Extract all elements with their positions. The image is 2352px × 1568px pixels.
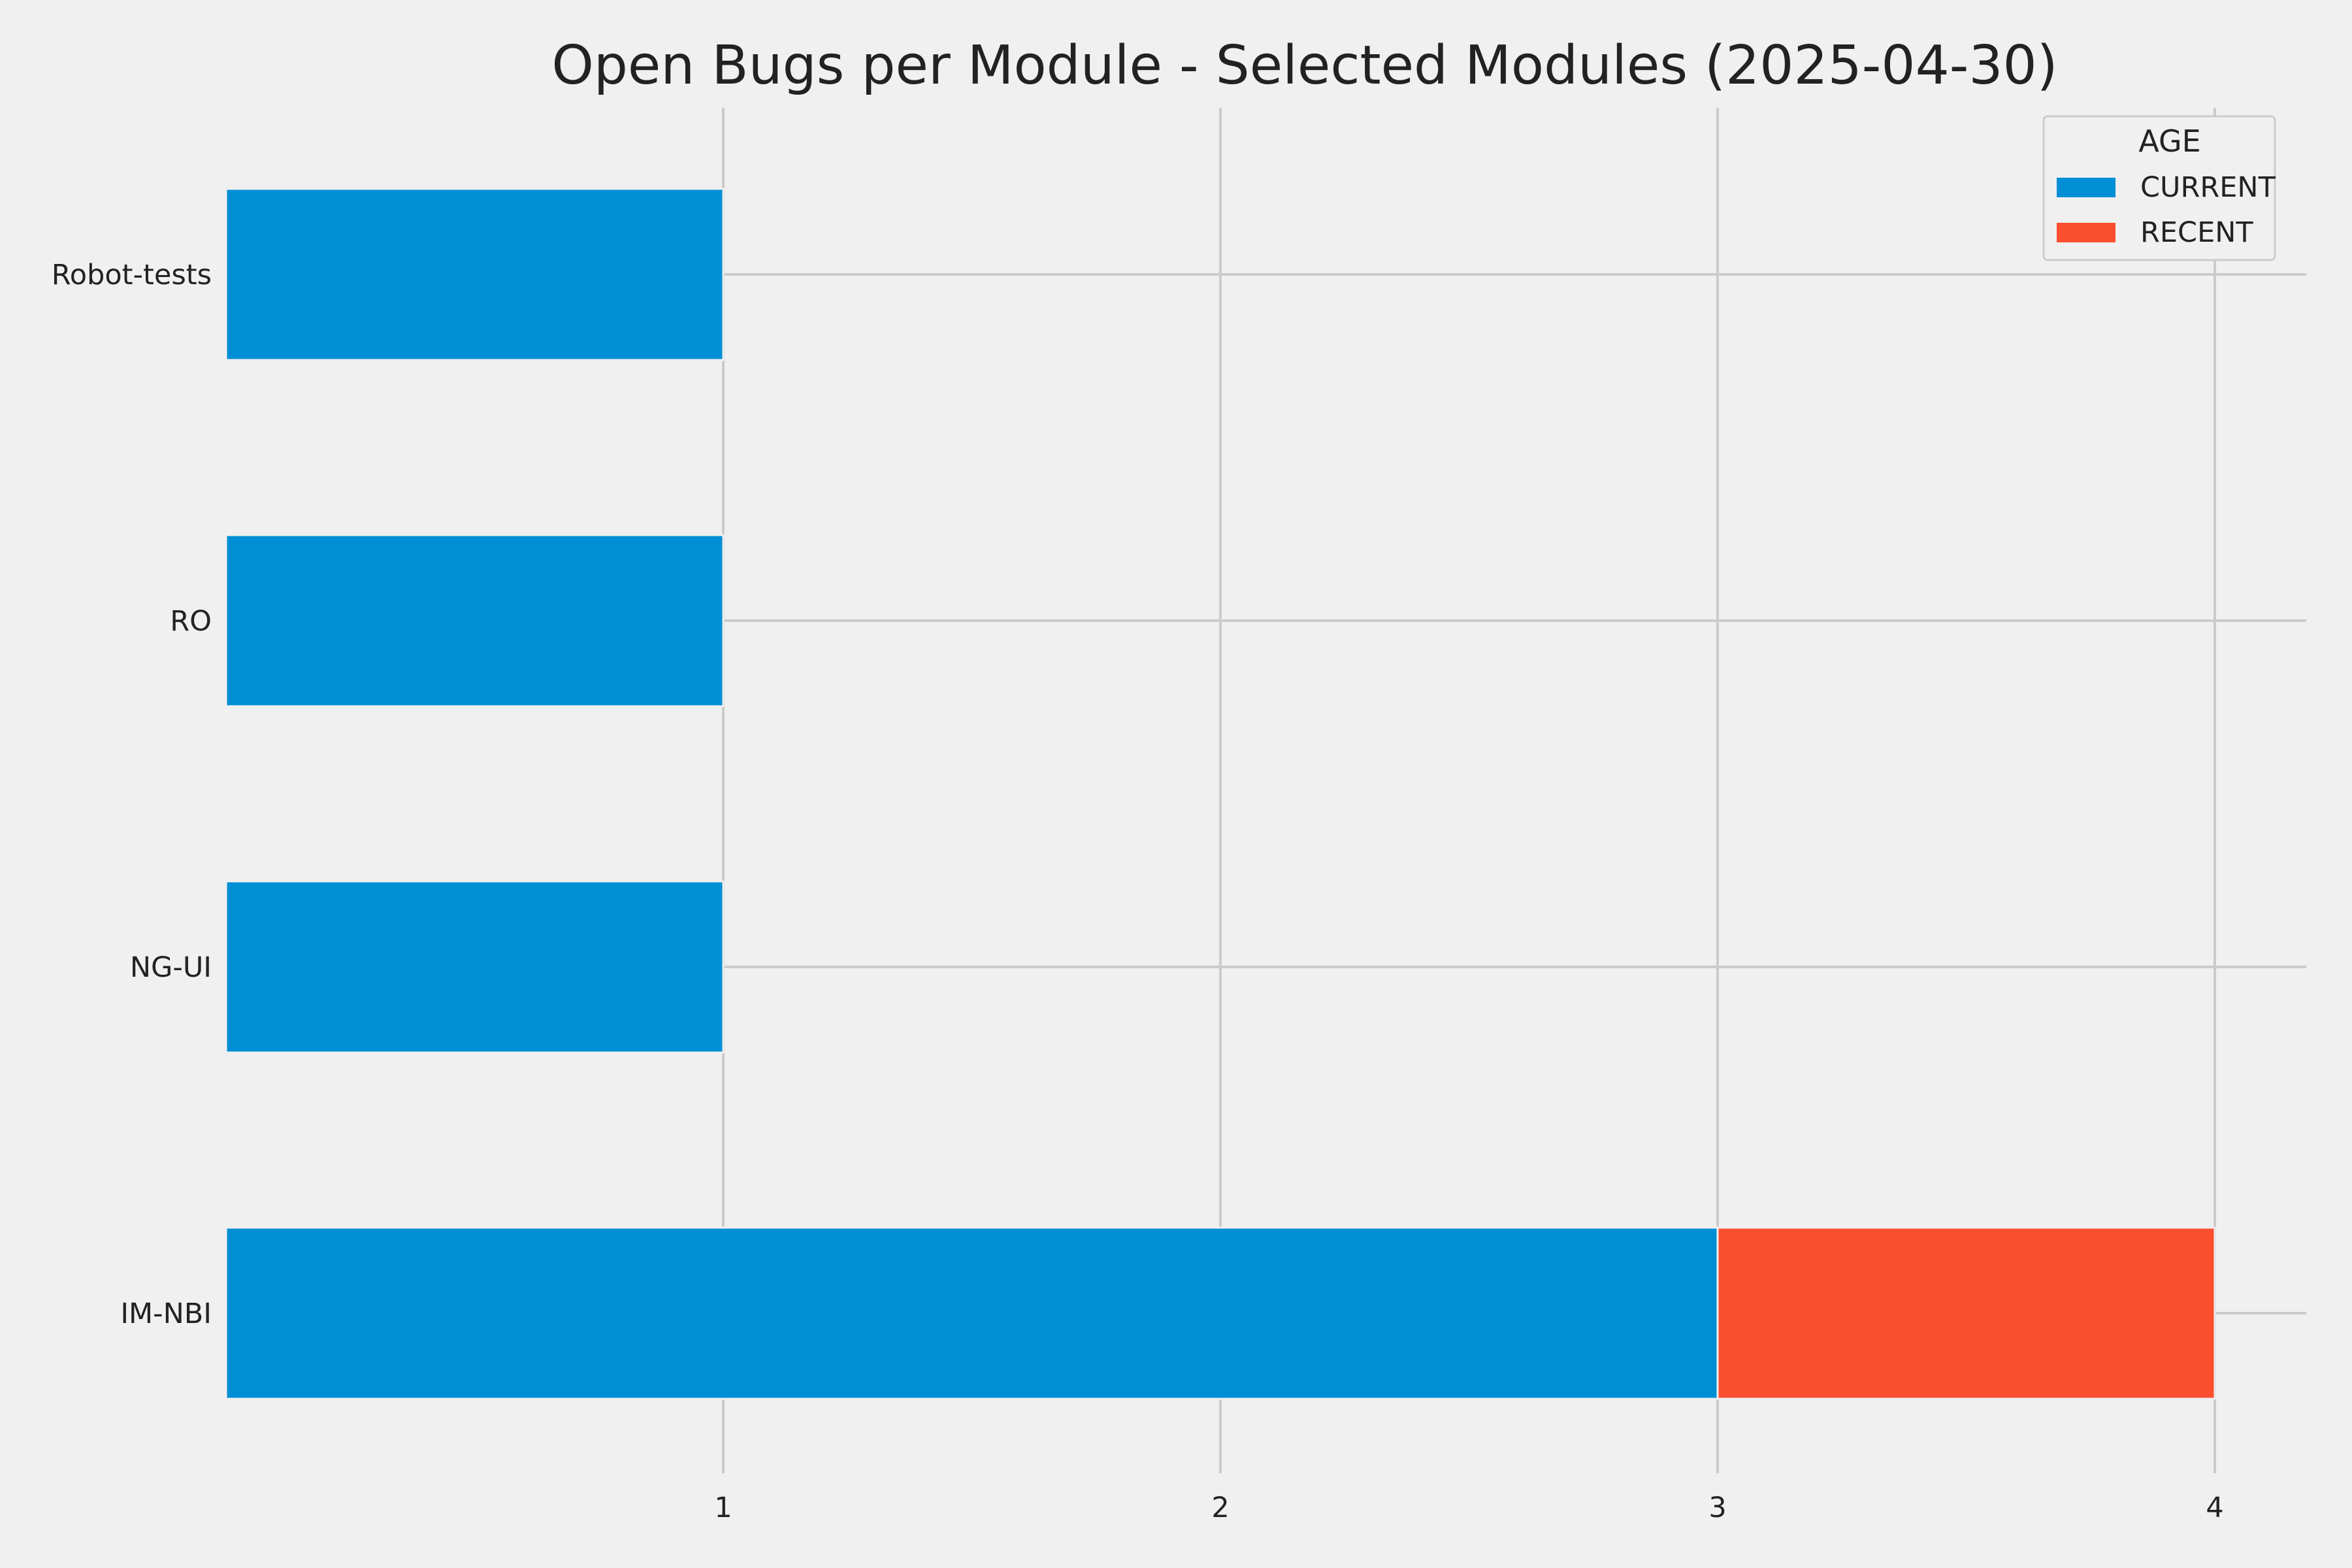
x-tick-label: 4 (2206, 1492, 2223, 1524)
legend-title: AGE (2138, 123, 2200, 159)
bars (225, 188, 2216, 1400)
bar-current (225, 534, 725, 708)
legend: AGE CURRENT RECENT (2042, 115, 2276, 261)
bar-current (225, 1226, 1719, 1400)
x-tick-labels: 1 2 3 4 (714, 1492, 2223, 1524)
legend-label-current: CURRENT (2140, 171, 2276, 204)
y-tick-label: Robot-tests (52, 259, 212, 291)
y-tick-label: IM-NBI (120, 1298, 212, 1330)
legend-label-recent: RECENT (2140, 216, 2253, 249)
bar-recent (1716, 1226, 2216, 1400)
legend-swatch-recent (2057, 223, 2115, 242)
y-tick-labels: Robot-tests RO NG-UI IM-NBI (52, 259, 212, 1330)
x-tick-label: 1 (714, 1492, 732, 1524)
y-tick-label: NG-UI (130, 951, 212, 984)
y-tick-label: RO (170, 605, 212, 638)
x-tick-label: 3 (1708, 1492, 1726, 1524)
bar-current (225, 188, 725, 361)
legend-swatch-current (2057, 178, 2115, 197)
legend-items: CURRENT RECENT (2057, 171, 2276, 249)
chart-title: Open Bugs per Module - Selected Modules … (551, 35, 2057, 97)
bar-current (225, 880, 725, 1054)
x-tick-label: 2 (1211, 1492, 1229, 1524)
